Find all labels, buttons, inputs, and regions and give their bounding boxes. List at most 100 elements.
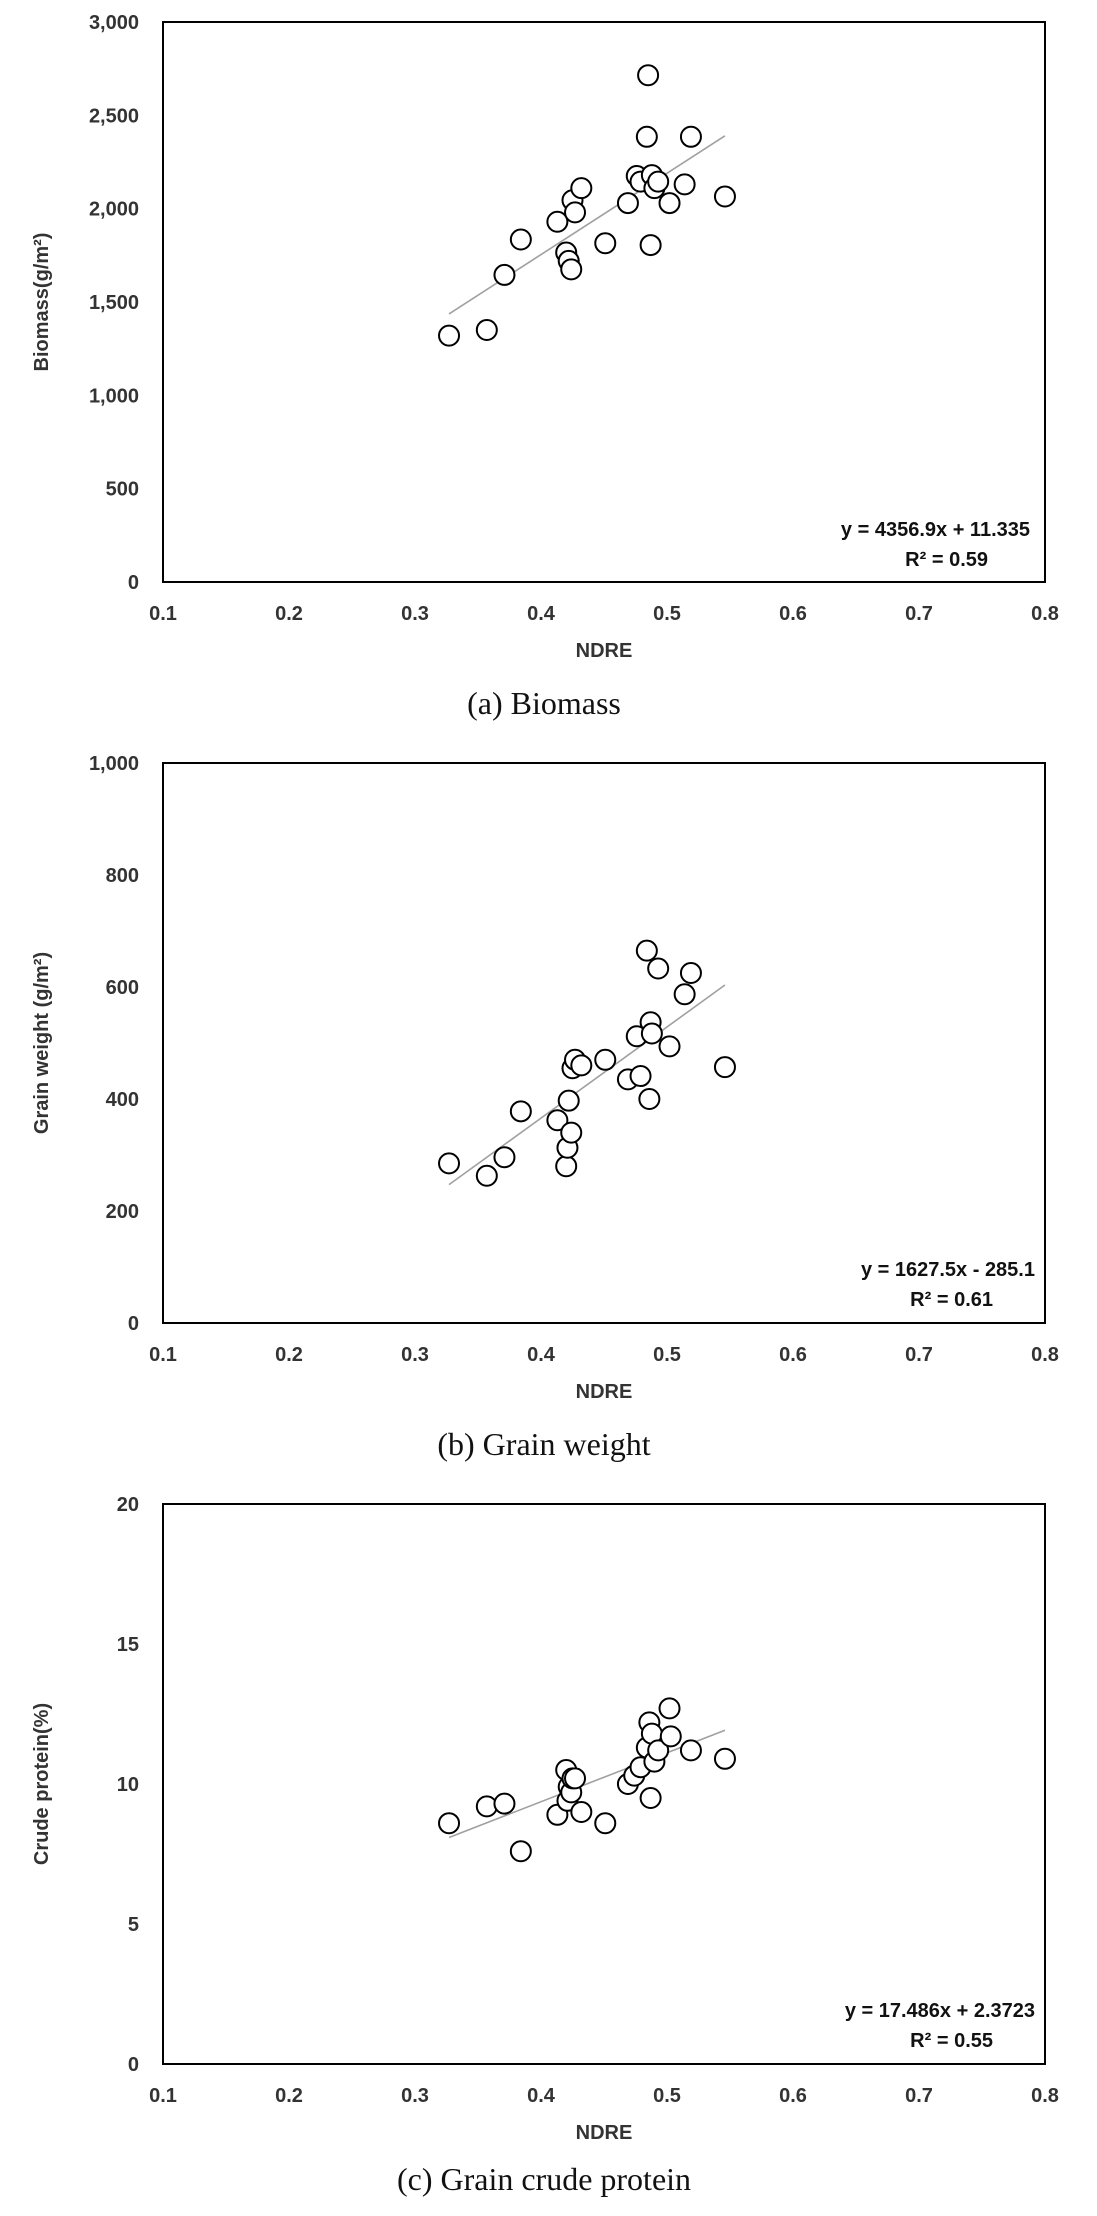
x-tick-label: 0.6	[779, 603, 807, 625]
y-tick-label: 0	[128, 572, 139, 594]
y-tick-label: 0	[128, 2054, 139, 2076]
data-point	[555, 1155, 578, 1178]
data-point	[658, 192, 681, 215]
data-point	[475, 1164, 498, 1187]
plot-frame	[162, 762, 1046, 1324]
panel-caption: (b) Grain weight	[437, 1426, 650, 1462]
data-point	[647, 957, 670, 980]
data-point	[616, 192, 639, 215]
x-tick-label: 0.1	[149, 1344, 177, 1366]
data-point	[493, 1146, 516, 1169]
data-point	[557, 1089, 580, 1112]
data-point	[658, 1035, 681, 1058]
data-point	[713, 1056, 736, 1079]
plot-frame	[162, 1503, 1046, 2065]
chart-panel: 0.1 0.2 0.3 0.4 0.5 0.6 0.7 0.8 0 200 400 600 800 1,0…	[31, 753, 1059, 1462]
y-tick-label: 1,000	[89, 385, 139, 407]
data-point	[713, 185, 736, 208]
data-point	[594, 1048, 617, 1071]
data-point	[570, 1801, 593, 1823]
data-point	[647, 1739, 670, 1762]
x-tick-label: 0.2	[275, 2085, 303, 2107]
x-tick-label: 0.2	[275, 1344, 303, 1366]
data-point	[679, 125, 702, 148]
data-point	[635, 939, 658, 962]
y-tick-label: 400	[106, 1089, 139, 1111]
data-point	[639, 234, 662, 257]
regression-equation: y = 17.486x + 2.3723	[845, 2000, 1035, 2022]
x-tick-label: 0.7	[905, 2085, 933, 2107]
data-point	[564, 1767, 587, 1790]
chart-panel: 0.1 0.2 0.3 0.4 0.5 0.6 0.7 0.8 0 5 10 15 20 NDRE Crud…	[31, 1494, 1059, 2197]
data-point	[438, 1152, 461, 1175]
data-point	[570, 1054, 593, 1077]
y-tick-label: 2,000	[89, 199, 139, 221]
y-tick-label: 500	[106, 479, 139, 501]
y-tick-label: 10	[117, 1774, 139, 1796]
x-axis-label: NDRE	[576, 640, 633, 662]
y-tick-label: 1,500	[89, 292, 139, 314]
data-point	[639, 1787, 662, 1809]
panel-caption: (a) Biomass	[467, 685, 621, 721]
data-point	[658, 1697, 681, 1720]
x-tick-label: 0.2	[275, 603, 303, 625]
x-tick-label: 0.4	[527, 1344, 556, 1366]
x-axis-label: NDRE	[576, 1381, 633, 1403]
data-point	[509, 228, 532, 251]
y-tick-label: 200	[106, 1201, 139, 1223]
y-tick-label: 5	[128, 1914, 139, 1936]
data-point	[659, 1725, 682, 1748]
data-point	[546, 1109, 569, 1132]
x-tick-label: 0.8	[1031, 2085, 1059, 2107]
r-squared-label: R² = 0.61	[910, 1289, 993, 1311]
data-point	[475, 1795, 498, 1818]
data-point	[438, 324, 461, 347]
regression-equation: y = 4356.9x + 11.335	[841, 519, 1030, 541]
x-tick-label: 0.6	[779, 2085, 807, 2107]
x-tick-label: 0.8	[1031, 603, 1059, 625]
trendline	[448, 135, 726, 315]
data-point	[647, 170, 670, 193]
x-tick-label: 0.5	[653, 1344, 681, 1366]
data-point	[637, 64, 660, 87]
y-tick-label: 800	[106, 865, 139, 887]
data-point	[629, 1065, 652, 1088]
data-point	[635, 125, 658, 148]
r-squared-label: R² = 0.59	[905, 549, 988, 571]
y-tick-label: 3,000	[89, 12, 139, 34]
trendline	[448, 1729, 726, 1839]
chart-panel: 0.1 0.2 0.3 0.4 0.5 0.6 0.7 0.8 0 500 1,000 1,500 2,…	[31, 12, 1059, 721]
y-tick-label: 0	[128, 1313, 139, 1335]
trendline	[448, 984, 726, 1186]
data-point	[475, 319, 498, 341]
data-point	[564, 201, 587, 224]
y-tick-label: 600	[106, 977, 139, 999]
data-point	[438, 1812, 461, 1835]
data-point	[546, 210, 569, 233]
regression-equation: y = 1627.5x - 285.1	[861, 1259, 1035, 1281]
panel-caption: (c) Grain crude protein	[397, 2161, 691, 2197]
data-point	[679, 1739, 702, 1762]
data-point	[560, 258, 583, 281]
x-tick-label: 0.5	[653, 2085, 681, 2107]
data-point	[713, 1747, 736, 1770]
x-tick-label: 0.1	[149, 603, 177, 625]
x-tick-label: 0.3	[401, 603, 429, 625]
plot-frame	[162, 21, 1046, 583]
x-tick-label: 0.3	[401, 2085, 429, 2107]
x-tick-label: 0.8	[1031, 1344, 1059, 1366]
x-tick-label: 0.1	[149, 2085, 177, 2107]
data-point	[509, 1100, 532, 1123]
x-axis-label: NDRE	[576, 2122, 633, 2144]
data-point	[560, 1121, 583, 1144]
x-tick-label: 0.7	[905, 603, 933, 625]
x-tick-label: 0.4	[527, 2085, 556, 2107]
x-tick-label: 0.5	[653, 603, 681, 625]
data-point	[594, 1812, 617, 1835]
data-point	[570, 177, 593, 200]
y-axis-label: Crude protein(%)	[31, 1703, 53, 1865]
x-tick-label: 0.6	[779, 1344, 807, 1366]
y-tick-label: 20	[117, 1494, 139, 1516]
y-tick-label: 2,500	[89, 105, 139, 127]
r-squared-label: R² = 0.55	[910, 2030, 993, 2052]
